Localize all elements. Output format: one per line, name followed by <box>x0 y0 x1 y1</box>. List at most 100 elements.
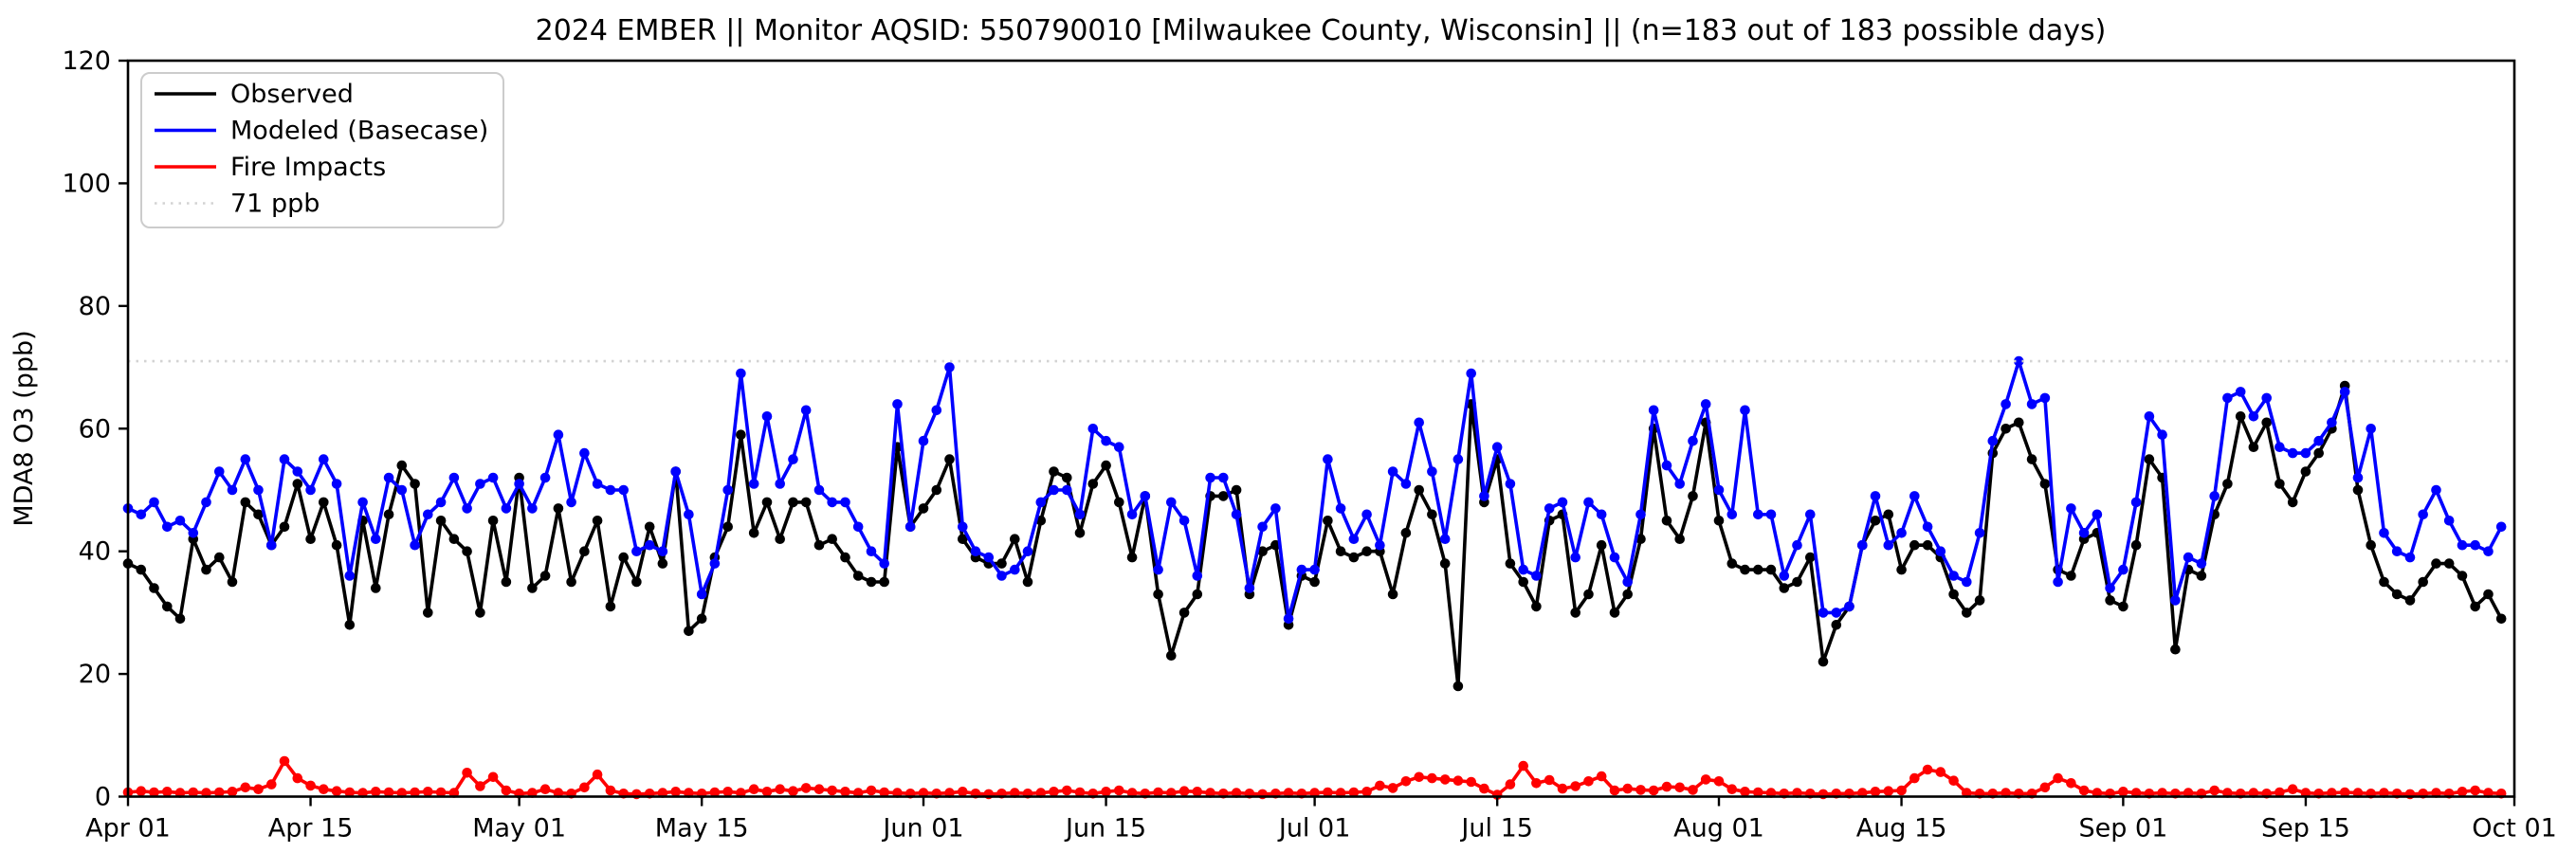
series-fire-point <box>605 785 616 796</box>
series-modeled-point <box>1661 460 1672 471</box>
series-fire-point <box>813 784 825 794</box>
series-observed-point <box>1922 539 1933 551</box>
series-fire-point <box>670 787 681 797</box>
series-observed-point <box>958 534 968 544</box>
series-modeled-point <box>944 362 955 372</box>
series-observed-point <box>1022 576 1033 588</box>
legend-label-threshold: 71 ppb <box>230 190 320 219</box>
series-observed-point <box>2130 539 2142 551</box>
series-observed-point <box>462 546 472 556</box>
series-fire-point <box>383 787 394 798</box>
series-observed-point <box>566 576 576 588</box>
series-observed-point <box>2470 601 2480 612</box>
series-fire-point <box>1178 786 1190 796</box>
series-observed-point <box>2039 479 2051 489</box>
series-fire-point <box>1909 772 1920 784</box>
y-axis-label: MDA8 O3 (ppb) <box>9 330 39 526</box>
legend: Observed Modeled (Basecase) Fire Impacts… <box>140 72 504 228</box>
series-modeled-point <box>996 571 1007 581</box>
series-fire-point <box>371 787 381 797</box>
series-observed-point <box>1622 589 1633 600</box>
series-observed-point <box>487 516 499 526</box>
series-observed-point <box>1414 484 1424 496</box>
series-modeled-point <box>174 516 186 526</box>
series-fire-point <box>1323 787 1333 798</box>
series-observed-point <box>292 479 303 489</box>
series-modeled-point <box>761 411 773 422</box>
series-fire-point <box>722 787 733 797</box>
series-modeled-point <box>1335 503 1346 514</box>
series-modeled-point <box>1635 509 1646 520</box>
series-observed-point <box>1713 516 1725 526</box>
x-tick-label: Jun 15 <box>1064 814 1146 844</box>
series-observed-point <box>2379 576 2389 588</box>
series-observed-point <box>2366 539 2376 551</box>
series-modeled-point <box>827 497 837 508</box>
series-fire-point <box>1948 775 1959 786</box>
series-fire-point <box>1387 783 1398 793</box>
series-modeled-point <box>1909 491 1920 501</box>
x-tick-label: Aug 01 <box>1673 814 1764 844</box>
series-modeled-point <box>1583 497 1594 508</box>
series-observed-point <box>240 497 251 508</box>
series-modeled-point <box>501 503 512 514</box>
series-modeled-point <box>2235 387 2246 397</box>
series-observed-point <box>2026 454 2037 464</box>
series-fire-point <box>1074 787 1086 798</box>
series-fire-point <box>1674 782 1685 793</box>
series-modeled-point <box>1192 571 1203 581</box>
series-fire-point <box>2287 784 2298 794</box>
series-fire-point <box>149 787 159 798</box>
series-observed-point <box>2352 484 2364 496</box>
series-modeled-point <box>1753 509 1763 520</box>
series-modeled-point <box>2053 576 2063 588</box>
series-modeled-point <box>2105 583 2115 593</box>
series-modeled-point <box>1022 546 1033 556</box>
series-fire-point <box>435 787 447 798</box>
series-observed-point <box>1518 576 1528 588</box>
x-tick-label: Aug 15 <box>1856 814 1947 844</box>
series-modeled-point <box>539 472 551 483</box>
series-observed-point <box>944 454 955 464</box>
series-modeled-point <box>357 497 368 508</box>
series-fire-point <box>1870 787 1881 797</box>
series-observed-point <box>2118 601 2128 612</box>
series-modeled-point <box>2313 435 2324 446</box>
series-fire-point <box>709 787 721 798</box>
series-fire-point <box>1557 783 1568 794</box>
series-modeled-point <box>1962 576 1972 588</box>
series-observed-point <box>448 534 460 544</box>
series-observed-point <box>1570 608 1580 618</box>
x-tick-label: May 01 <box>472 814 566 844</box>
series-fire-point <box>292 772 303 784</box>
legend-box <box>140 72 504 228</box>
series-modeled-point <box>487 472 499 483</box>
series-modeled-point <box>1153 564 1163 575</box>
series-observed-point <box>279 521 290 533</box>
x-tick-label: May 15 <box>655 814 749 844</box>
series-observed-point <box>1153 589 1163 600</box>
series-modeled-point <box>2066 503 2076 514</box>
series-observed-point <box>840 552 850 563</box>
series-fire-point <box>1192 787 1203 797</box>
series-modeled-point <box>1452 454 1464 464</box>
series-modeled-point <box>1309 564 1320 575</box>
series-fire-point <box>253 784 264 794</box>
series-observed-point <box>410 479 420 489</box>
series-fire-point <box>1153 787 1163 798</box>
series-modeled-point <box>983 552 995 563</box>
series-modeled-point <box>514 479 524 489</box>
series-modeled-point <box>2470 539 2480 551</box>
series-fire-point <box>1596 771 1607 782</box>
series-observed-point <box>423 608 433 618</box>
series-modeled-point <box>2209 491 2220 501</box>
series-observed-point <box>579 546 590 556</box>
series-fire <box>122 755 2507 800</box>
series-fire-point <box>423 787 433 797</box>
series-fire-point <box>410 787 420 798</box>
series-fire-point <box>487 771 499 783</box>
series-fire-point <box>539 784 551 794</box>
series-observed-point <box>1309 576 1320 588</box>
series-modeled-point <box>1622 576 1633 588</box>
series-modeled-point <box>748 479 759 489</box>
